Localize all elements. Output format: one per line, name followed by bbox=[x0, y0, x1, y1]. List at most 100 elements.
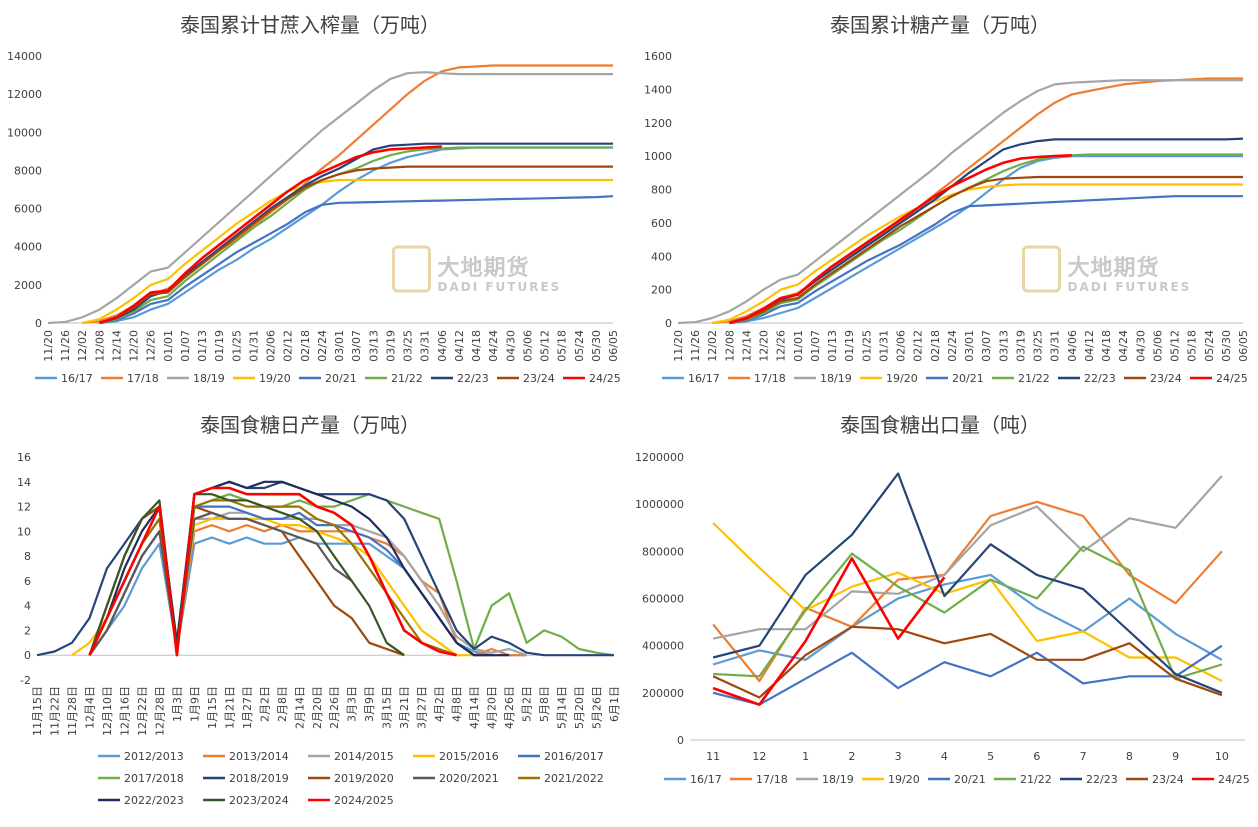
watermark-en: DADI FUTURES bbox=[438, 280, 562, 294]
legend-item: 20/21 bbox=[928, 773, 986, 786]
y-tick-label: 1000 bbox=[644, 150, 672, 163]
legend-item: 2019/2020 bbox=[308, 772, 394, 785]
series-line-21/22 bbox=[713, 545, 1223, 680]
series-line-20/21 bbox=[99, 195, 614, 325]
x-tick-label: 9 bbox=[1172, 750, 1179, 763]
x-tick-label: 4月26日 bbox=[503, 686, 516, 729]
legend-label: 21/22 bbox=[391, 372, 423, 385]
x-tick-label: 01/31 bbox=[877, 330, 890, 362]
legend-item: 20/21 bbox=[299, 372, 357, 385]
y-tick-label: 0 bbox=[35, 317, 42, 330]
x-tick-label: 05/12 bbox=[1169, 330, 1182, 362]
legend-item: 24/25 bbox=[1190, 372, 1248, 385]
series-line-17/18 bbox=[712, 500, 1223, 683]
x-tick-label: 05/30 bbox=[1220, 330, 1233, 362]
legend-item: 17/18 bbox=[730, 773, 788, 786]
legend-label: 18/19 bbox=[193, 372, 225, 385]
x-tick-label: 05/24 bbox=[1203, 330, 1216, 362]
legend-item: 20/21 bbox=[926, 372, 984, 385]
legend-item: 22/23 bbox=[1058, 372, 1116, 385]
x-tick-label: 5月14日 bbox=[556, 686, 569, 729]
chart-title: 泰国累计甘蔗入榨量（万吨） bbox=[180, 13, 440, 37]
x-tick-label: 12/20 bbox=[128, 330, 141, 362]
x-tick-label: 3月15日 bbox=[381, 686, 394, 729]
legend-label: 16/17 bbox=[688, 372, 720, 385]
x-tick-label: 05/18 bbox=[556, 330, 569, 362]
series-line-20/21 bbox=[729, 195, 1243, 325]
x-tick-label: 12/26 bbox=[775, 330, 788, 362]
legend-label: 21/22 bbox=[1018, 372, 1050, 385]
series-line-19/20 bbox=[81, 178, 613, 325]
legend-label: 19/20 bbox=[886, 372, 918, 385]
legend-label: 16/17 bbox=[690, 773, 722, 786]
series-line-16/17 bbox=[712, 573, 1223, 666]
legend-item: 2024/2025 bbox=[308, 794, 394, 807]
y-tick-label: 12 bbox=[17, 501, 31, 514]
legend-item: 24/25 bbox=[1192, 773, 1250, 786]
x-tick-label: 01/07 bbox=[809, 330, 822, 362]
legend-item: 18/19 bbox=[167, 372, 225, 385]
legend-label: 19/20 bbox=[888, 773, 920, 786]
x-tick-label: 01/07 bbox=[179, 330, 192, 362]
legend-item: 17/18 bbox=[101, 372, 159, 385]
x-tick-label: 02/24 bbox=[946, 330, 959, 362]
y-tick-label: 800 bbox=[651, 184, 672, 197]
series-line-2018/2019 bbox=[36, 480, 614, 657]
legend-item: 19/20 bbox=[233, 372, 291, 385]
x-tick-label: 1月21日 bbox=[223, 686, 236, 729]
x-tick-label: 5月26日 bbox=[591, 686, 604, 729]
x-tick-label: 04/18 bbox=[1100, 330, 1113, 362]
x-tick-label: 12月4日 bbox=[83, 686, 96, 729]
x-tick-label: 12/02 bbox=[706, 330, 719, 362]
x-tick-label: 12/08 bbox=[93, 330, 106, 362]
y-tick-label: 1200000 bbox=[635, 451, 684, 464]
x-tick-label: 04/24 bbox=[487, 330, 500, 362]
x-tick-label: 01/31 bbox=[247, 330, 260, 362]
chart-cane: 泰国累计甘蔗入榨量（万吨） 0 2000 4000 6000 8000 10000 12000… bbox=[7, 13, 621, 385]
x-tick-label: 05/24 bbox=[573, 330, 586, 362]
x-tick-label: 04/30 bbox=[1134, 330, 1147, 362]
y-tick-label: 14000 bbox=[7, 50, 42, 63]
x-tick-label: 11月28日 bbox=[66, 686, 79, 736]
watermark-cn: 大地期货 bbox=[1068, 255, 1160, 281]
x-tick-label: 2月8日 bbox=[276, 686, 289, 722]
legend-item: 2018/2019 bbox=[203, 772, 289, 785]
legend-label: 20/21 bbox=[325, 372, 357, 385]
series-line-2020/2021 bbox=[88, 511, 353, 656]
x-tick-label: 05/06 bbox=[1151, 330, 1164, 362]
series-line-19/20 bbox=[712, 522, 1223, 682]
chart-daily: 泰国食糖日产量（万吨） -2 0 2 4 6 8 10 12 14 16 11月15日 11月22日 11… bbox=[17, 413, 621, 807]
watermark-cn: 大地期货 bbox=[438, 255, 530, 281]
x-tick-label: 4月2日 bbox=[433, 686, 446, 722]
x-tick-label: 5月2日 bbox=[521, 686, 534, 722]
x-tick-label: 2 bbox=[848, 750, 855, 763]
series-line-21/22 bbox=[99, 146, 613, 325]
x-tick-label: 1月15日 bbox=[206, 686, 219, 729]
x-tick-label: 03/01 bbox=[963, 330, 976, 362]
series-line-2024/2025 bbox=[88, 486, 457, 657]
x-tick-label: 02/24 bbox=[316, 330, 329, 362]
x-tick-label: 5月20日 bbox=[573, 686, 586, 729]
legend-item: 21/22 bbox=[992, 372, 1050, 385]
x-tick-label: 03/31 bbox=[419, 330, 432, 362]
x-tick-label: 2月26日 bbox=[328, 686, 341, 729]
legend-label: 2020/2021 bbox=[439, 772, 499, 785]
y-tick-label: 0 bbox=[677, 734, 684, 747]
x-tick-label: 06/05 bbox=[607, 330, 620, 362]
x-tick-label: 03/13 bbox=[997, 330, 1010, 362]
x-tick-label: 01/19 bbox=[843, 330, 856, 362]
legend-item: 19/20 bbox=[862, 773, 920, 786]
x-tick-label: 05/12 bbox=[539, 330, 552, 362]
x-tick-label: 2月14日 bbox=[293, 686, 306, 729]
x-tick-label: 01/01 bbox=[792, 330, 805, 362]
legend-label: 18/19 bbox=[822, 773, 854, 786]
y-tick-label: 1600 bbox=[644, 50, 672, 63]
series-line-19/20 bbox=[711, 183, 1243, 325]
legend-label: 2013/2014 bbox=[229, 750, 289, 763]
legend-label: 17/18 bbox=[127, 372, 159, 385]
legend-item: 2014/2015 bbox=[308, 750, 394, 763]
y-tick-label: 6000 bbox=[14, 203, 42, 216]
x-tick-label: 03/19 bbox=[1014, 330, 1027, 362]
y-tick-label: 2000 bbox=[14, 279, 42, 292]
legend-label: 2017/2018 bbox=[124, 772, 184, 785]
